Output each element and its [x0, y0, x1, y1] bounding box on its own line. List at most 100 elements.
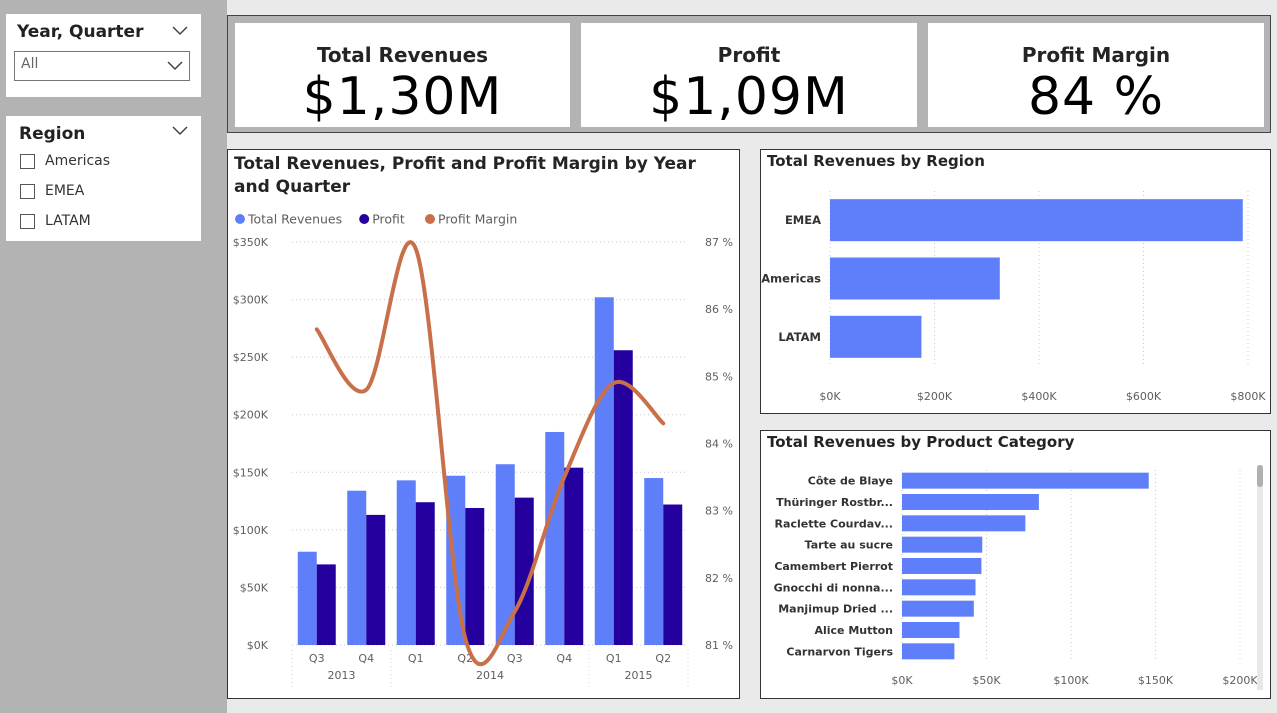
region-option-label: EMEA	[45, 183, 85, 199]
combo-chart-title: Total Revenues, Profit and Profit Margin…	[234, 154, 696, 197]
category-label: Raclette Courdav...	[775, 517, 893, 530]
year-label: 2014	[476, 669, 504, 682]
bar-profit	[564, 467, 584, 645]
line-profit-margin	[314, 240, 666, 667]
legend-marker	[235, 214, 245, 224]
kpi-label: Profit Margin	[1021, 43, 1171, 67]
category-label: Gnocchi di nonna...	[774, 581, 893, 594]
category-label: Thüringer Rostbr...	[776, 496, 893, 509]
y2-tick-label: 87 %	[705, 236, 733, 249]
x-tick-label: Q4	[358, 652, 374, 665]
x-tick-label: Q2	[655, 652, 671, 665]
region-option-emea[interactable]: EMEA	[20, 181, 84, 201]
bar-profit	[366, 514, 386, 645]
bar-total-revenues	[297, 551, 317, 645]
y-tick-label: $300K	[233, 294, 269, 307]
y-tick-label: $100K	[233, 524, 269, 537]
kpi-row: Total Revenues $1,30M Profit $1,09M Prof…	[227, 15, 1271, 133]
kpi-card-profit-margin[interactable]: Profit Margin 84 %	[928, 23, 1264, 127]
bar-profit	[514, 497, 534, 645]
kpi-value: $1,30M	[302, 67, 503, 127]
y-tick-label: $350K	[233, 236, 269, 249]
bar-total-revenues	[902, 558, 982, 574]
x-tick-label: $150K	[1138, 674, 1174, 687]
y2-tick-label: 85 %	[705, 370, 733, 383]
kpi-label: Total Revenues	[316, 43, 489, 67]
y-tick-label: $50K	[240, 581, 269, 594]
region-chart-panel[interactable]: Total Revenues by Region $0K $200K $400K $6…	[760, 149, 1271, 414]
checkbox[interactable]	[20, 183, 35, 199]
scrollbar-thumb[interactable]	[1257, 465, 1263, 487]
kpi-card-profit[interactable]: Profit $1,09M	[581, 23, 917, 127]
chevron-down-icon	[167, 61, 183, 71]
region-slicer-title: Region	[19, 124, 86, 144]
x-tick-label: $600K	[1126, 390, 1162, 403]
x-tick-label: $400K	[1021, 390, 1057, 403]
x-tick-label: Q1	[408, 652, 424, 665]
checkbox[interactable]	[20, 153, 35, 169]
y2-tick-label: 82 %	[705, 572, 733, 585]
x-tick-label: $50K	[972, 674, 1001, 687]
legend-marker	[359, 214, 370, 224]
y2-tick-label: 86 %	[705, 303, 733, 316]
product-chart: $0K $50K $100K $150K $200K Côte de Blaye Thüri…	[774, 470, 1258, 687]
bar-profit	[465, 507, 485, 645]
y-tick-label: $0K	[247, 639, 269, 652]
category-label: LATAM	[778, 330, 821, 344]
x-tick-label: $100K	[1053, 674, 1089, 687]
bar-total-revenues	[830, 257, 1000, 300]
bar-total-revenues	[594, 297, 614, 645]
region-option-label: LATAM	[45, 213, 91, 229]
bar-total-revenues	[902, 579, 976, 596]
region-chart: $0K $200K $400K $600K $800K EMEA Americas LATAM	[761, 191, 1266, 403]
chevron-down-icon[interactable]	[172, 126, 188, 136]
category-label: Tarte au sucre	[805, 539, 893, 552]
year-quarter-dropdown[interactable]: All	[14, 51, 190, 81]
bar-total-revenues	[396, 480, 416, 645]
kpi-value: $1,09M	[649, 67, 849, 127]
year-quarter-selected: All	[21, 56, 39, 72]
legend-marker	[425, 214, 435, 224]
x-tick-label: $0K	[891, 674, 913, 687]
bar-profit	[415, 502, 435, 645]
bar-total-revenues	[545, 431, 565, 645]
x-tick-label: Q4	[556, 652, 572, 665]
scrollbar-track[interactable]	[1257, 465, 1263, 690]
combo-chart: Total Revenues Profit Profit Margin $0K $50K…	[233, 212, 733, 687]
x-tick-label: Q3	[507, 652, 523, 665]
category-label: Americas	[761, 272, 821, 286]
kpi-value: 84 %	[1027, 67, 1165, 127]
y-tick-label: $250K	[233, 351, 269, 364]
chevron-down-icon[interactable]	[172, 26, 188, 36]
checkbox[interactable]	[20, 213, 35, 229]
x-tick-label: $800K	[1230, 390, 1266, 403]
region-option-americas[interactable]: Americas	[20, 151, 110, 171]
category-label: Alice Mutton	[814, 624, 893, 637]
x-tick-label: Q1	[606, 652, 622, 665]
bar-total-revenues	[830, 199, 1243, 242]
bar-total-revenues	[902, 472, 1149, 489]
product-chart-panel[interactable]: Total Revenues by Product Category $0K $5…	[760, 430, 1271, 699]
x-tick-label: $200K	[917, 390, 953, 403]
bar-total-revenues	[902, 536, 983, 553]
y2-tick-label: 84 %	[705, 438, 733, 451]
bar-total-revenues	[830, 315, 922, 358]
category-label: Côte de Blaye	[808, 475, 893, 488]
bar-profit	[663, 504, 683, 645]
region-option-latam[interactable]: LATAM	[20, 211, 91, 231]
kpi-label: Profit	[717, 43, 781, 67]
category-label: EMEA	[785, 213, 821, 227]
year-quarter-slicer-title: Year, Quarter	[17, 22, 144, 42]
year-label: 2013	[328, 669, 356, 682]
category-label: Manjimup Dried ...	[778, 603, 893, 616]
category-label: Carnarvon Tigers	[786, 645, 893, 658]
bar-total-revenues	[347, 490, 367, 645]
y-tick-label: $150K	[233, 466, 269, 479]
product-chart-title: Total Revenues by Product Category	[767, 433, 1075, 451]
x-tick-label: Q3	[309, 652, 325, 665]
combo-chart-panel[interactable]: Total Revenues, Profit and Profit Margin…	[227, 149, 740, 699]
kpi-card-total-revenues[interactable]: Total Revenues $1,30M	[235, 23, 570, 127]
bar-profit	[613, 350, 633, 645]
bar-total-revenues	[902, 643, 955, 660]
year-label: 2015	[625, 669, 653, 682]
